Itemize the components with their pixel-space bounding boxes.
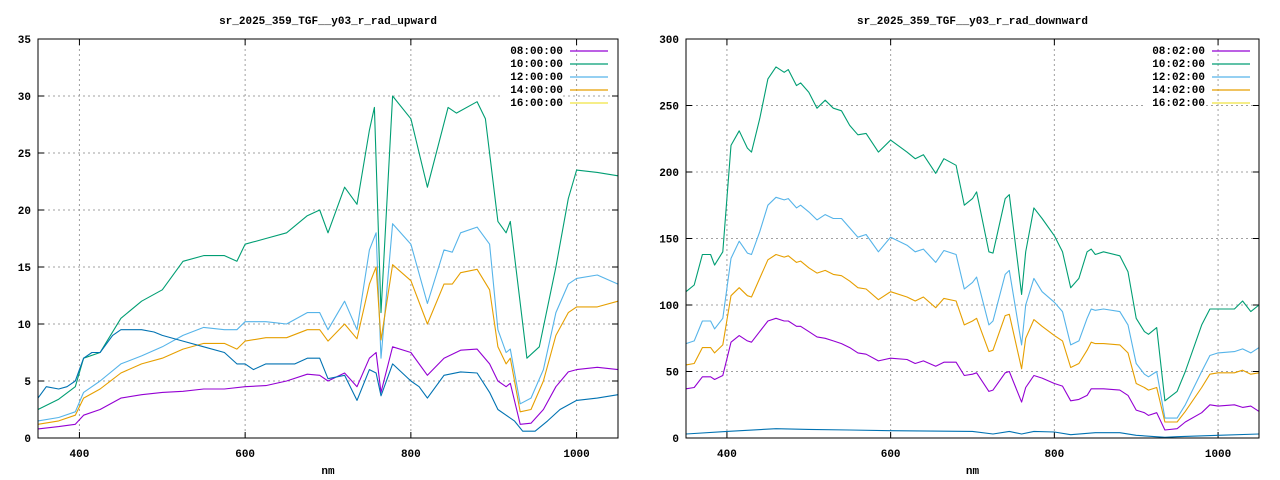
y-tick-label: 150	[659, 235, 679, 247]
y-tick-label: 5	[24, 377, 31, 389]
legend-label: 16:00:00	[510, 98, 563, 110]
series-line-160200	[685, 428, 1260, 438]
legend-bg	[501, 68, 563, 80]
y-tick-label: 300	[659, 35, 679, 47]
x-tick-label: 600	[235, 449, 255, 461]
chart-2: 0 50 100 150 200 250 300 400 600 800 1000 08:02:001…	[659, 16, 1260, 478]
x-axis-label: nm	[321, 466, 335, 478]
series-line-100200	[685, 66, 1260, 402]
series-line-100000	[37, 95, 619, 410]
y-tick-label: 10	[18, 320, 31, 332]
y-tick-label: 20	[18, 206, 31, 218]
legend-bg	[1143, 81, 1205, 93]
legend-bg	[501, 81, 563, 93]
y-tick-label: 25	[18, 149, 32, 161]
x-tick-label: 600	[881, 449, 901, 461]
y-tick-label: 15	[18, 263, 32, 275]
chart-title: sr_2025_359_TGF__y03_r_rad_upward	[219, 16, 437, 28]
x-tick-label: 800	[401, 449, 421, 461]
y-tick-label: 200	[659, 168, 679, 180]
series-line-120200	[685, 196, 1260, 419]
legend-bg	[1143, 68, 1205, 80]
series-line-140000	[37, 264, 619, 425]
series-line-140200	[685, 253, 1260, 423]
x-tick-label: 400	[717, 449, 737, 461]
x-tick-label: 800	[1044, 449, 1064, 461]
y-tick-label: 50	[666, 368, 679, 380]
legend-bg	[1143, 55, 1205, 67]
y-tick-label: 0	[672, 434, 679, 446]
plot-frame	[685, 38, 1260, 439]
series-line-080000	[37, 346, 619, 430]
legend-bg	[501, 42, 563, 54]
x-tick-label: 400	[70, 449, 90, 461]
legend-bg	[1143, 42, 1205, 54]
x-tick-label: 1000	[563, 449, 589, 461]
x-tick-label: 1000	[1205, 449, 1231, 461]
series-line-080200	[685, 317, 1260, 431]
legend-bg	[1143, 94, 1205, 106]
series-line-120000	[37, 223, 619, 422]
chart-1: 0 5 10 15 20 25 30 35 400 600 800 1000 08:00:0010:00…	[18, 16, 619, 478]
series-line-160000	[37, 329, 619, 432]
legend-label: 16:02:00	[1152, 98, 1205, 110]
y-tick-label: 250	[659, 102, 679, 114]
chart-title: sr_2025_359_TGF__y03_r_rad_downward	[857, 16, 1088, 28]
y-tick-label: 35	[18, 35, 32, 47]
y-tick-label: 0	[24, 434, 31, 446]
legend-bg	[501, 55, 563, 67]
legend-bg	[501, 94, 563, 106]
plot-frame	[37, 38, 619, 439]
y-tick-label: 30	[18, 92, 31, 104]
y-tick-label: 100	[659, 301, 679, 313]
x-axis-label: nm	[966, 466, 980, 478]
